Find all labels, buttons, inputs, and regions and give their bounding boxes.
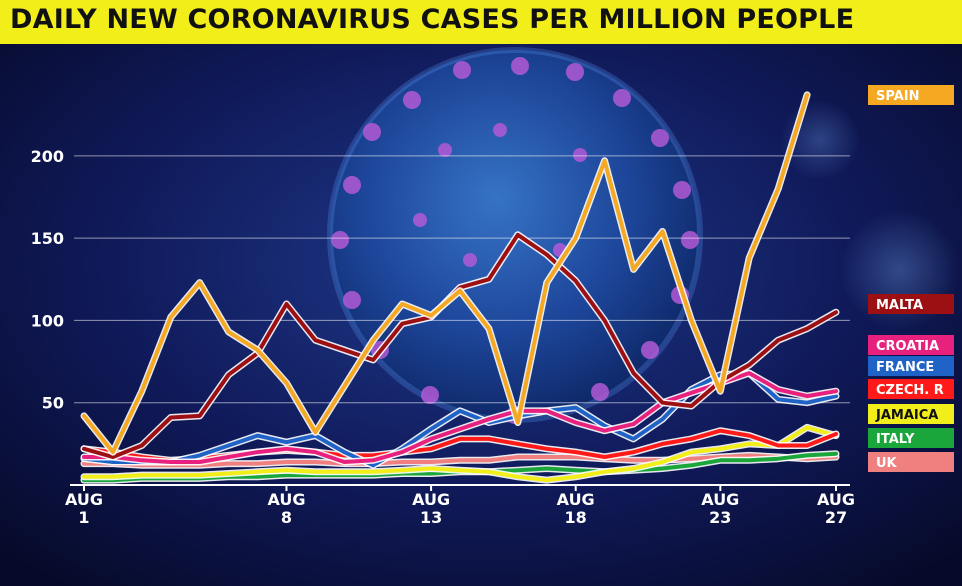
legend-item-czech-r: CZECH. R (868, 379, 954, 399)
legend-item-france: FRANCE (868, 356, 954, 376)
legend-label: ITALY (876, 432, 915, 447)
series-lines (80, 91, 840, 484)
series-line-jamaica (82, 425, 838, 483)
legend-item-jamaica: JAMAICA (868, 404, 954, 424)
x-tick-label: 23 (709, 508, 731, 527)
x-tick-label: AUG (817, 490, 855, 509)
legend-label: FRANCE (876, 360, 934, 375)
series-line-uk (82, 453, 838, 468)
y-tick-label: 200 (31, 147, 64, 166)
legend-item-croatia: CROATIA (868, 335, 954, 355)
x-tick-label: AUG (412, 490, 450, 509)
y-tick-label: 150 (31, 229, 64, 248)
legend-swatch (868, 379, 954, 399)
x-tick-label: AUG (701, 490, 739, 509)
x-tick-label: 18 (565, 508, 587, 527)
legend-swatch (868, 428, 954, 448)
legend-swatch (868, 404, 954, 424)
legend-label: UK (876, 456, 898, 471)
legend-label: CZECH. R (876, 383, 944, 398)
legend-swatch (868, 452, 954, 472)
y-tick-label: 100 (31, 311, 64, 330)
legend-label: JAMAICA (875, 408, 938, 423)
x-tick-label: 1 (78, 508, 89, 527)
x-tick-label: 8 (281, 508, 292, 527)
legend-item-malta: MALTA (868, 294, 954, 314)
legend-label: MALTA (876, 298, 923, 313)
x-tick-label: 13 (420, 508, 442, 527)
y-tick-label: 50 (42, 394, 64, 413)
title-bar: DAILY NEW CORONAVIRUS CASES PER MILLION … (0, 0, 962, 44)
legend-item-uk: UK (868, 452, 954, 472)
legend-label: SPAIN (876, 89, 919, 104)
legend-swatch (868, 294, 954, 314)
gridlines (74, 155, 850, 404)
x-tick-label: AUG (65, 490, 103, 509)
legend-item-italy: ITALY (868, 428, 954, 448)
x-tick-label: AUG (267, 490, 305, 509)
y-axis-ticks: 50 100 150 200 (31, 147, 64, 413)
legend-label: CROATIA (876, 339, 939, 354)
legend-swatch (868, 335, 954, 355)
chart-title: DAILY NEW CORONAVIRUS CASES PER MILLION … (10, 4, 855, 35)
series-line-france (82, 371, 838, 468)
x-tick-label: 27 (825, 508, 847, 527)
legend-swatch (868, 85, 954, 105)
series-line-spain (82, 92, 810, 455)
legend-item-spain: SPAIN (868, 85, 954, 105)
x-tick-label: AUG (557, 490, 595, 509)
legend-swatch (868, 356, 954, 376)
legend: SPAIN MALTA CROATIA FRANCE CZECH. R JAMAICA IT… (868, 85, 954, 472)
